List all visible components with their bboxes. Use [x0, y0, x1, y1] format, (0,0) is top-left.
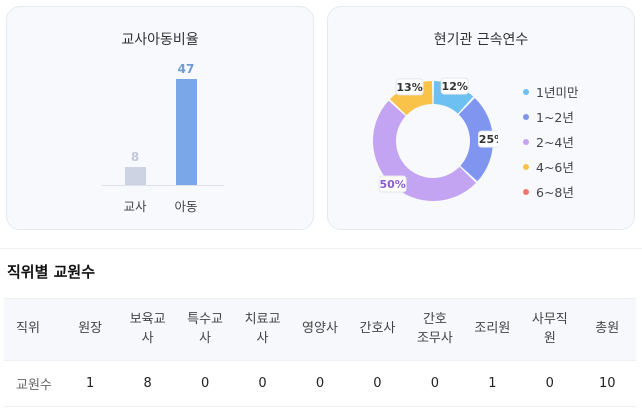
bar-category-label: 아동 — [174, 199, 198, 214]
bar-category-label: 교사 — [123, 199, 147, 214]
table-header-cell: 간호 조무사 — [416, 312, 453, 346]
bar-value-label: 47 — [177, 62, 195, 76]
table-header-cell: 총원 — [595, 321, 620, 337]
teacher-child-ratio-chart: 8 교사 47 아동 — [7, 7, 315, 231]
table-body: 교원수 1 8 0 0 0 0 0 1 0 10 — [4, 360, 636, 407]
table-header-cell: 보육교 사 — [129, 312, 166, 346]
table-cell: 0 — [258, 376, 267, 391]
table-cell: 0 — [430, 376, 440, 391]
table-header-cell: 특수교 사 — [187, 312, 224, 346]
tenure-legend: 1년미만 1~2년 2~4년 4~6년 6~8년 — [523, 79, 578, 204]
legend-label: 1~2년 — [536, 110, 574, 125]
legend-dot-icon — [523, 163, 529, 170]
bar-teacher — [124, 167, 146, 185]
tenure-card: 현기관 근속연수 12% 25% 50% 13% 1년미만 1~2년 2~4년 4~6년 6~… — [327, 6, 635, 230]
legend-item: 4~6년 — [523, 154, 578, 179]
table-header-cell: 영양사 — [302, 321, 338, 337]
donut-slice-label: 50% — [378, 175, 407, 193]
svg-text:13%: 13% — [396, 81, 422, 94]
tenure-donut-chart: 12% 25% 50% 13% — [372, 77, 498, 202]
legend-item: 2~4년 — [523, 129, 578, 154]
table-cell: 8 — [143, 376, 152, 391]
svg-text:50%: 50% — [379, 178, 405, 191]
table-header-row: 직위 원장 보육교 사 특수교 사 치료교 사 영양사 간호사 간호 조무사 조리원 사무직 원 총… — [4, 298, 636, 361]
table-header-cell: 원장 — [78, 321, 103, 337]
staff-table: 직위 원장 보육교 사 특수교 사 치료교 사 영양사 간호사 간호 조무사 조리원 사무직 원 총… — [4, 298, 636, 407]
tenure-title: 현기관 근속연수 — [433, 32, 529, 48]
table-header-cell: 치료교 사 — [244, 312, 281, 346]
legend-item: 1~2년 — [523, 104, 578, 129]
teacher-child-ratio-card: 교사아동비율 8 교사 47 아동 — [6, 6, 314, 230]
legend-label: 2~4년 — [536, 135, 574, 150]
table-cell: 10 — [598, 376, 616, 391]
legend-label: 6~8년 — [536, 185, 574, 200]
section-divider — [0, 248, 642, 249]
table-cell: 1 — [488, 376, 497, 391]
table-cell: 1 — [86, 376, 95, 391]
bar-child — [175, 79, 197, 185]
legend-dot-icon — [523, 88, 529, 95]
table-cell: 0 — [373, 376, 382, 391]
donut-slice-label: 12% — [440, 77, 469, 95]
donut-slice — [458, 97, 493, 182]
legend-label: 1년미만 — [536, 85, 579, 100]
bar-value-label: 8 — [130, 150, 140, 164]
table-cell: 0 — [545, 376, 554, 391]
table-header-cell: 직위 — [16, 321, 40, 337]
table-header-cell: 간호사 — [359, 321, 396, 337]
legend-item: 6~8년 — [523, 179, 578, 204]
donut-slice-label: 25% — [477, 130, 498, 148]
table-cell: 0 — [315, 376, 325, 391]
table-header-cell: 조리원 — [474, 321, 511, 337]
legend-dot-icon — [523, 113, 529, 120]
staff-table-title: 직위별 교원수 — [7, 263, 96, 281]
table-header-cell: 사무직 원 — [531, 312, 568, 346]
legend-dot-icon — [523, 188, 529, 195]
chart-baseline — [102, 185, 224, 186]
legend-dot-icon — [523, 138, 529, 145]
table-cell: 0 — [200, 376, 210, 391]
table-cell: 교원수 — [16, 378, 52, 393]
legend-item: 1년미만 — [523, 79, 578, 104]
legend-label: 4~6년 — [536, 160, 574, 175]
svg-text:25%: 25% — [479, 133, 498, 146]
teacher-child-ratio-title: 교사아동비율 — [121, 32, 199, 48]
svg-text:12%: 12% — [442, 80, 468, 93]
donut-slice-label: 13% — [395, 78, 424, 96]
table-row: 교원수 1 8 0 0 0 0 0 1 0 10 — [4, 360, 636, 407]
